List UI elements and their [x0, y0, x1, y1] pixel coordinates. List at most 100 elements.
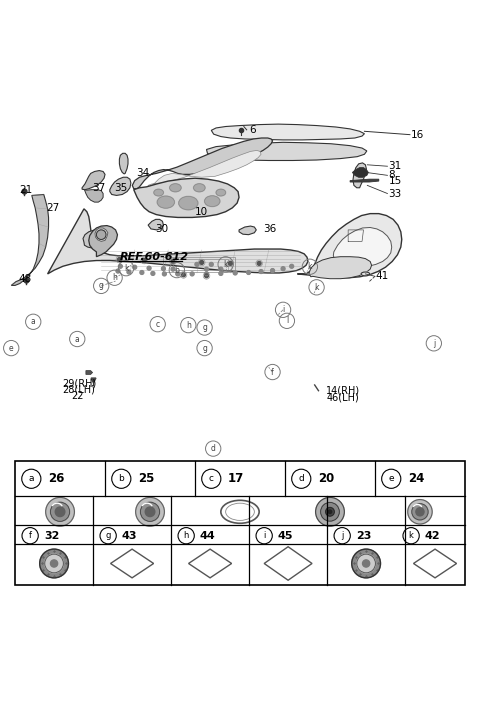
Polygon shape [110, 177, 131, 196]
Circle shape [171, 267, 175, 271]
Text: 17: 17 [228, 472, 244, 485]
Text: 28(LH): 28(LH) [62, 385, 95, 395]
Polygon shape [82, 170, 105, 190]
Circle shape [161, 267, 165, 271]
Circle shape [141, 502, 159, 522]
Text: 34: 34 [136, 168, 149, 178]
Polygon shape [309, 257, 372, 279]
Circle shape [290, 264, 294, 268]
Circle shape [271, 268, 275, 273]
Circle shape [116, 269, 120, 273]
Text: g: g [99, 281, 104, 290]
Circle shape [412, 503, 428, 520]
Text: 44: 44 [200, 531, 216, 540]
Circle shape [257, 261, 261, 265]
Polygon shape [206, 142, 367, 161]
Ellipse shape [154, 189, 163, 196]
Text: 43: 43 [122, 531, 137, 540]
Text: i: i [282, 306, 284, 314]
Polygon shape [132, 138, 273, 189]
Circle shape [136, 498, 164, 526]
Text: a: a [75, 334, 80, 343]
Text: REF.60-612: REF.60-612 [120, 252, 188, 262]
Text: 35: 35 [115, 183, 128, 193]
Circle shape [281, 267, 285, 271]
Text: 20: 20 [318, 472, 334, 485]
Circle shape [247, 271, 251, 274]
Text: f: f [29, 531, 32, 540]
Circle shape [316, 498, 344, 526]
Polygon shape [353, 163, 366, 188]
Text: 36: 36 [263, 224, 276, 234]
Circle shape [40, 549, 69, 578]
Circle shape [204, 274, 208, 278]
Circle shape [118, 258, 121, 261]
Polygon shape [211, 124, 364, 140]
Circle shape [140, 271, 144, 274]
Text: 31: 31 [388, 161, 402, 171]
Circle shape [328, 510, 332, 514]
Ellipse shape [221, 501, 259, 523]
Polygon shape [350, 179, 379, 182]
Circle shape [228, 261, 232, 265]
Text: 37: 37 [93, 183, 106, 193]
Text: 25: 25 [138, 472, 155, 485]
Circle shape [46, 498, 74, 526]
Bar [0, 111, 480, 461]
Text: g: g [106, 531, 111, 540]
Circle shape [50, 502, 70, 522]
Text: b: b [119, 475, 124, 483]
Circle shape [162, 272, 166, 275]
Text: 23: 23 [356, 531, 372, 540]
Polygon shape [83, 229, 115, 248]
Text: h: h [186, 320, 191, 329]
Polygon shape [148, 151, 261, 188]
Circle shape [362, 560, 370, 567]
Text: d: d [211, 444, 216, 453]
Text: 21: 21 [19, 184, 32, 195]
Circle shape [352, 549, 381, 578]
Text: k: k [408, 531, 414, 540]
Text: 32: 32 [44, 531, 60, 540]
Polygon shape [239, 226, 256, 235]
Text: c: c [209, 475, 214, 483]
Text: f: f [271, 367, 274, 376]
Text: j: j [341, 531, 343, 540]
Bar [15, 461, 465, 585]
Text: a: a [31, 318, 36, 326]
Circle shape [133, 265, 137, 269]
Polygon shape [95, 228, 108, 241]
Text: 48: 48 [19, 273, 32, 284]
Text: 33: 33 [388, 189, 402, 198]
Polygon shape [84, 190, 103, 202]
Polygon shape [134, 178, 239, 217]
Text: 29(RH): 29(RH) [62, 378, 96, 388]
Text: k: k [314, 283, 319, 292]
Text: k: k [124, 264, 128, 273]
Polygon shape [333, 228, 392, 267]
Circle shape [204, 267, 208, 271]
Text: l: l [286, 316, 288, 325]
Text: 22: 22 [72, 391, 84, 402]
Circle shape [408, 500, 432, 524]
Text: 14(RH): 14(RH) [326, 386, 360, 395]
Circle shape [45, 554, 63, 573]
Text: c: c [156, 320, 160, 329]
Circle shape [209, 262, 213, 266]
Circle shape [195, 262, 199, 266]
Text: h: h [112, 273, 117, 283]
Ellipse shape [157, 196, 174, 208]
Ellipse shape [226, 503, 254, 520]
Text: 15: 15 [388, 176, 402, 186]
Text: g: g [202, 323, 207, 332]
Text: 26: 26 [48, 472, 64, 485]
Polygon shape [86, 371, 93, 374]
Ellipse shape [204, 196, 220, 207]
Ellipse shape [216, 189, 226, 196]
Text: e: e [388, 475, 394, 483]
Circle shape [357, 554, 375, 573]
Ellipse shape [193, 184, 205, 192]
Text: k: k [223, 260, 228, 269]
Circle shape [50, 560, 58, 567]
Polygon shape [89, 226, 118, 257]
